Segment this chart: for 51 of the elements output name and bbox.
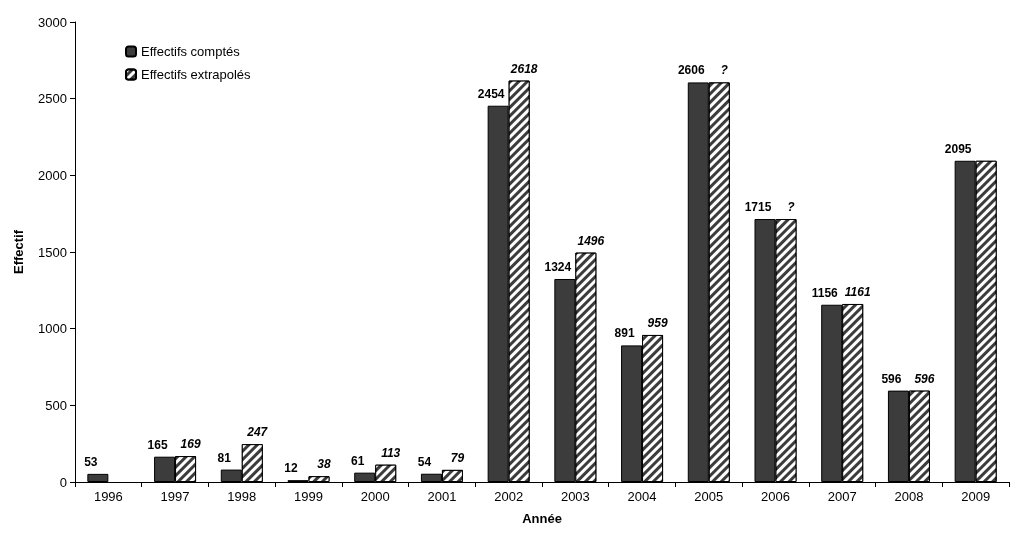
data-label: ?	[787, 200, 796, 215]
x-axis-title: Année	[522, 511, 562, 526]
data-label: 54	[417, 454, 432, 469]
data-label: 1324	[544, 259, 572, 274]
y-tick-label: 0	[59, 474, 67, 490]
x-tick-label: 1999	[294, 489, 323, 504]
x-tick-label: 2003	[560, 489, 590, 504]
x-tick-label: 2004	[627, 489, 657, 504]
x-tick-label: 2008	[894, 489, 924, 504]
x-tick-label: 2005	[694, 489, 724, 504]
data-label: 2454	[477, 86, 505, 101]
data-label: 2095	[944, 141, 972, 156]
x-tick-label: 2001	[427, 489, 457, 504]
data-label: 959	[647, 315, 668, 330]
legend-label: Effectifs comptés	[141, 44, 241, 59]
data-label: 165	[147, 437, 168, 452]
data-label: 61	[351, 453, 365, 468]
data-label: 113	[381, 445, 401, 460]
y-tick-label: 2000	[38, 167, 67, 183]
x-tick-label: 1997	[160, 489, 190, 504]
data-label: 81	[217, 450, 232, 465]
x-tick-label: 2000	[360, 489, 390, 504]
y-axis-title: Effectif	[11, 229, 26, 275]
data-label: 1715	[744, 200, 772, 215]
y-tick-label: 1500	[38, 244, 67, 260]
x-tick-label: 1996	[93, 489, 123, 504]
data-label: 38	[317, 457, 331, 472]
data-label: 79	[450, 450, 465, 465]
data-label: 596	[914, 371, 935, 386]
x-tick-label: 2009	[961, 489, 991, 504]
data-label: 596	[881, 371, 902, 386]
y-tick-label: 500	[45, 397, 67, 413]
data-label: 1161	[844, 284, 871, 299]
data-label: 247	[246, 425, 269, 440]
data-label: ?	[720, 63, 729, 78]
data-label: 1156	[811, 285, 839, 300]
data-label: 1496	[577, 233, 605, 248]
y-tick-label: 3000	[38, 14, 67, 30]
data-label: 169	[180, 437, 201, 452]
x-tick-label: 2002	[494, 489, 524, 504]
y-tick-label: 1000	[38, 321, 67, 337]
y-tick-label: 2500	[38, 91, 67, 107]
data-label: 2606	[677, 63, 705, 78]
x-tick-label: 2007	[827, 489, 857, 504]
x-tick-label: 1998	[227, 489, 257, 504]
data-label: 53	[84, 454, 98, 469]
legend-label: Effectifs extrapolés	[141, 67, 252, 82]
data-label: 12	[284, 461, 298, 476]
data-label: 891	[614, 326, 635, 341]
x-tick-label: 2006	[761, 489, 790, 504]
data-label: 2618	[509, 61, 538, 76]
